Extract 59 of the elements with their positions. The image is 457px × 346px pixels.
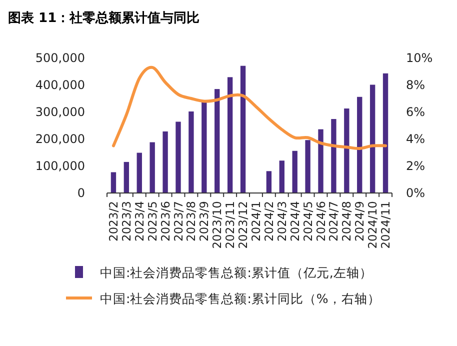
y-tick-label: 300,000 [35,105,85,119]
bar [240,66,246,193]
bar [344,108,350,193]
y2-tick-label: 2% [406,159,426,173]
bar [150,142,155,193]
legend-label: 中国:社会消费品零售总额:累计同比（%，右轴） [100,291,380,306]
y-tick-label: 500,000 [35,51,85,65]
legend-label: 中国:社会消费品零售总额:累计值（亿元,左轴） [100,265,372,280]
x-tick-label: 2023/9 [197,201,212,242]
x-tick-label: 2023/11 [223,201,238,249]
chart-title: 图表 11：社零总额累计值与同比 [8,10,200,26]
bar [331,119,336,193]
y2-tick-label: 0% [406,186,426,200]
y2-tick-label: 10% [406,51,433,65]
x-tick-label: 2023/6 [158,201,172,242]
y2-tick-label: 8% [406,78,426,92]
x-tick-label: 2024/5 [300,201,315,242]
line-series [112,66,388,150]
bar [370,84,376,193]
bar [124,162,130,193]
bar [357,96,362,193]
bar [305,140,310,193]
y2-tick-label: 4% [406,132,426,146]
y-tick-label: 0 [77,186,85,200]
x-tick-label: 2024/10 [366,201,380,249]
y-tick-label: 200,000 [35,132,85,146]
x-tick-label: 2024/6 [314,201,328,242]
x-tick-label: 2023/7 [171,201,186,242]
bar [227,77,233,193]
bar [162,131,168,193]
bar [266,171,272,193]
x-tick-label: 2024/11 [378,201,393,249]
x-tick-label: 2023/10 [210,201,224,249]
x-tick-label: 2024/7 [326,201,341,242]
x-tick-label: 2024/3 [274,201,289,242]
x-tick-label: 2023/4 [132,201,146,242]
y-tick-label: 100,000 [35,159,85,173]
x-tick-label: 2024/4 [288,201,302,242]
x-tick-label: 2023/5 [145,201,160,242]
x-tick-label: 2024/9 [352,201,367,242]
x-tick-label: 2024/8 [340,201,354,242]
bar [202,100,207,193]
bar [136,152,142,193]
y2-tick-label: 6% [406,105,426,119]
bar [110,172,116,193]
bar [382,73,388,193]
bar [279,160,284,193]
x-tick-label: 2024/1 [248,201,263,242]
x-tick-label: 2023/3 [119,201,134,242]
x-tick-label: 2023/8 [184,201,198,242]
bar [292,150,298,193]
bar [188,111,194,193]
y-tick-label: 400,000 [35,78,85,92]
bar [176,122,181,193]
x-tick-label: 2024/2 [262,201,276,242]
x-tick-label: 2023/12 [236,201,250,249]
bar [318,129,324,193]
x-tick-label: 2023/2 [106,201,120,242]
bar [214,89,220,193]
